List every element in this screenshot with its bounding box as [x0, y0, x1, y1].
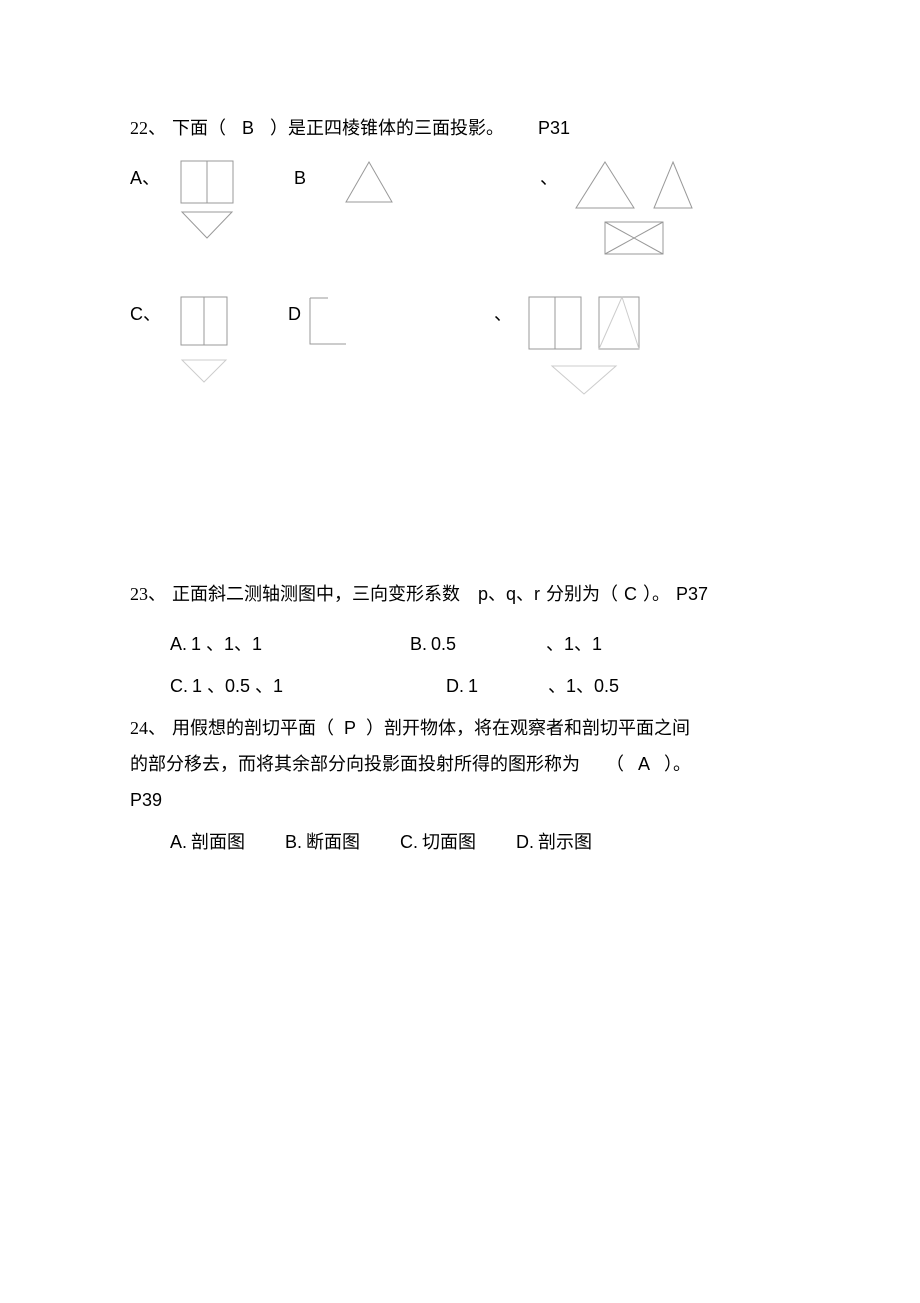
q24-num: 24、: [130, 710, 166, 746]
q24-paren-open: （: [606, 746, 624, 782]
q22-num: 22、: [130, 110, 166, 146]
q24-ans: A: [630, 746, 658, 782]
q22-page: P31: [538, 110, 570, 146]
q23-b-val2: 、1、1: [546, 626, 602, 662]
q22-label-c: C、: [130, 296, 161, 332]
shape-rect-split-c: [180, 296, 228, 346]
q22-post: ）是正四棱锥体的三面投影。: [270, 110, 504, 146]
shape-rect-split-d: [528, 296, 582, 350]
q23-answers-row2: C. 1 、0.5 、1 D. 1 、1、0.5: [170, 668, 790, 704]
q22-prompt: 22、 下面（ B ）是正四棱锥体的三面投影。 P31: [130, 110, 790, 146]
shape-triangle-down: [180, 210, 234, 240]
q24-a-val: 剖面图: [191, 824, 245, 860]
question-22: 22、 下面（ B ）是正四棱锥体的三面投影。 P31 A、 B 、: [130, 110, 790, 396]
q23-num: 23、: [130, 576, 166, 612]
q23-d-val1: 1: [468, 668, 478, 704]
q22-label-b: B: [294, 160, 306, 196]
q22-label-a: A、: [130, 160, 160, 196]
q23-pre: 正面斜二测轴测图中，三向变形系数: [172, 576, 460, 612]
question-24: 24、 用假想的剖切平面（ P ）剖开物体，将在观察者和剖切平面之间 的部分移去…: [130, 710, 790, 860]
shape-triangle-down-c: [180, 358, 228, 384]
q22-label-d: D: [288, 296, 301, 332]
q23-d-label: D.: [446, 668, 464, 704]
q22-fig-b-right: [574, 160, 694, 256]
shape-rect-split: [180, 160, 234, 204]
q24-d-val: 剖示图: [538, 824, 592, 860]
q23-prompt: 23、 正面斜二测轴测图中，三向变形系数 p、q、r 分别为（ C ）。 P37: [130, 576, 790, 612]
q23-post: 分别为（: [546, 576, 618, 612]
q22-sep1: 、: [540, 160, 558, 196]
q24-d-label: D.: [516, 824, 534, 860]
q23-page: P37: [676, 576, 708, 612]
q23-c-label: C.: [170, 668, 188, 704]
q24-a-label: A.: [170, 824, 187, 860]
shape-rect-tri: [598, 296, 640, 350]
q24-c-val: 切面图: [422, 824, 476, 860]
q24-line1-pre: 用假想的剖切平面（: [172, 710, 334, 746]
q24-line1: 24、 用假想的剖切平面（ P ）剖开物体，将在观察者和剖切平面之间: [130, 710, 790, 746]
q23-answers-row1: A. 1 、1、1 B. 0.5 、1、1: [170, 626, 790, 662]
q22-fig-b-left: [344, 160, 394, 204]
shape-triangle-down-d: [550, 364, 618, 396]
q22-sep2: 、: [494, 296, 512, 332]
shape-triangle-up-narrow: [652, 160, 694, 210]
q22-fig-a: [180, 160, 234, 240]
q22-answer: B: [232, 110, 264, 146]
q24-line2-text: 的部分移去，而将其余部分向投影面投射所得的图形称为: [130, 746, 580, 782]
shape-triangle-up: [344, 160, 394, 204]
q24-b-val: 断面图: [306, 824, 360, 860]
q23-c-val: 1 、0.5 、1: [192, 668, 283, 704]
q22-options-row1: A、 B 、: [130, 160, 790, 256]
q23-close: ）。: [643, 576, 670, 612]
q22-pre: 下面（: [172, 110, 226, 146]
q24-page: P39: [130, 782, 790, 818]
question-23: 23、 正面斜二测轴测图中，三向变形系数 p、q、r 分别为（ C ）。 P37…: [130, 576, 790, 704]
q22-fig-c: [180, 296, 228, 384]
q23-d-val2: 、1、0.5: [548, 668, 619, 704]
shape-triangle-up-big: [574, 160, 636, 210]
q24-c-label: C.: [400, 824, 418, 860]
q23-a-val: 1 、1、1: [191, 626, 262, 662]
q23-a-label: A.: [170, 626, 187, 662]
q24-line1-post: ）剖开物体，将在观察者和剖切平面之间: [366, 710, 690, 746]
q23-b-val1: 0.5: [431, 626, 456, 662]
q23-vars: p、q、r: [478, 576, 540, 612]
q23-b-label: B.: [410, 626, 427, 662]
q24-line2: 的部分移去，而将其余部分向投影面投射所得的图形称为 （ A ）。: [130, 746, 790, 782]
q22-options-row2: C、 D 、: [130, 296, 790, 396]
q24-p: P: [340, 710, 360, 746]
q22-fig-d-right: [528, 296, 640, 396]
q24-b-label: B.: [285, 824, 302, 860]
q24-answers: A. 剖面图 B. 断面图 C. 切面图 D. 剖示图: [170, 824, 790, 860]
shape-rect-x: [603, 220, 665, 256]
q24-paren-close: ）。: [664, 746, 691, 782]
q23-ans: C: [624, 576, 637, 612]
